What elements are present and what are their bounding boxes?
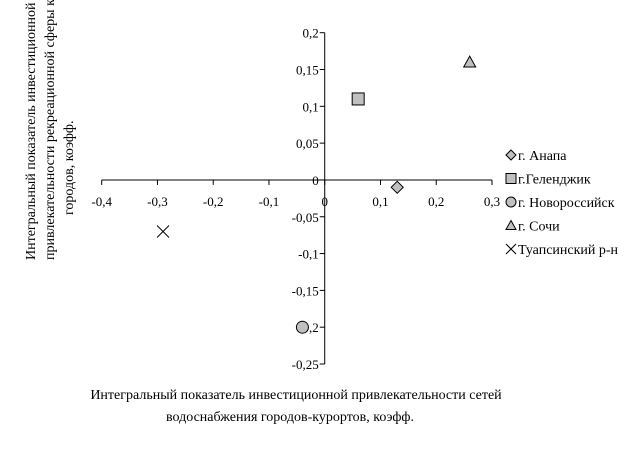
- y-tick-label: 0: [312, 173, 319, 188]
- legend-entry-label: г. Новороссийск: [518, 196, 615, 211]
- legend-marker-cross: [505, 243, 517, 255]
- x-axis-label-line-2: водоснабжения городов-курортов, коэфф.: [166, 410, 414, 425]
- y-tick-label: -0,1: [298, 247, 319, 262]
- data-point-cross: [156, 225, 170, 238]
- y-tick-label: 0,1: [302, 99, 318, 114]
- y-tick-label: -0,15: [292, 283, 319, 298]
- data-point-triangle: [462, 55, 477, 68]
- legend-marker-triangle: [505, 219, 517, 230]
- x-tick-label: -0,4: [91, 194, 112, 209]
- x-axis-label-line-1: Интегральный показатель инвестиционной п…: [90, 388, 502, 403]
- y-tick-label: 0,05: [296, 136, 319, 151]
- legend-marker-diamond: [505, 149, 517, 161]
- legend: г. Анапа г.Геленджик г. Новороссийск г. Соч…: [505, 149, 619, 258]
- legend-entry-label: г.Геленджик: [518, 173, 591, 188]
- y-axis-label-line-1: Интегральный показатель инвестиционной: [24, 2, 39, 260]
- legend-entry-label: г. Сочи: [518, 220, 560, 235]
- y-axis-label-line-2: привлекательности рекреационной сферы ку…: [43, 0, 58, 260]
- x-tick-label: 0,3: [484, 194, 500, 209]
- y-tick-label: -0,25: [292, 357, 319, 372]
- data-point-circle: [295, 320, 309, 334]
- y-tick-label: -0,05: [292, 210, 319, 225]
- data-point-square: [351, 92, 365, 106]
- x-tick-label: -0,2: [203, 194, 224, 209]
- y-tick-label: 0,15: [296, 63, 319, 78]
- legend-entry-label: Туапсинский р-н: [518, 243, 619, 258]
- y-axis-label-line-3: городов, коэфф.: [62, 121, 77, 215]
- legend-entry-label: г. Анапа: [518, 149, 567, 164]
- y-tick-label: 0,2: [302, 26, 318, 41]
- data-point-diamond: [390, 180, 404, 195]
- x-tick-label: 0: [321, 194, 328, 209]
- legend-marker-circle: [505, 196, 517, 208]
- x-tick-label: 0,2: [428, 194, 444, 209]
- x-tick-label: 0,1: [372, 194, 388, 209]
- x-tick-label: -0,1: [259, 194, 280, 209]
- x-tick-label: -0,3: [147, 194, 168, 209]
- legend-marker-square: [505, 173, 517, 184]
